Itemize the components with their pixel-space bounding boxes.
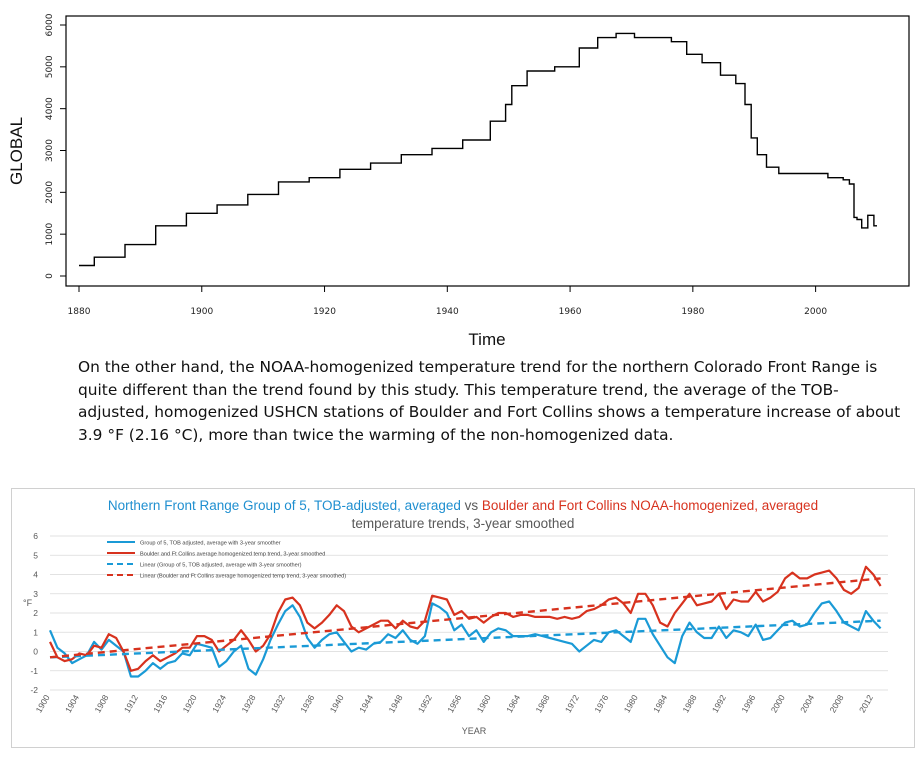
top-x-tick-label: 1980 bbox=[681, 307, 704, 317]
boulder-ft-collins-trendline bbox=[49, 577, 881, 659]
top-y-tick-label: 1000 bbox=[45, 222, 55, 245]
bottom-x-tick-label: 1940 bbox=[328, 693, 346, 715]
top-x-tick-label: 1920 bbox=[313, 307, 336, 317]
bottom-x-tick-label: 1992 bbox=[710, 693, 728, 715]
top-x-axis-label: Time bbox=[468, 330, 505, 349]
group-of-5-line bbox=[48, 600, 882, 678]
bottom-x-axis-label: YEAR bbox=[462, 726, 487, 736]
bottom-x-tick-label: 1976 bbox=[592, 693, 610, 715]
top-y-tick-label: 6000 bbox=[45, 13, 55, 36]
bottom-x-tick-label: 2000 bbox=[769, 693, 787, 715]
bottom-title-part: vs bbox=[460, 498, 482, 513]
top-y-tick-label: 4000 bbox=[45, 97, 55, 120]
legend-label: Group of 5, TOB adjusted, average with 3… bbox=[140, 541, 281, 547]
bottom-x-tick-label: 1984 bbox=[651, 693, 669, 715]
bottom-x-tick-label: 1996 bbox=[739, 693, 757, 715]
bottom-y-tick-label: 4 bbox=[33, 570, 38, 580]
bottom-legend: Group of 5, TOB adjusted, average with 3… bbox=[107, 541, 346, 580]
legend-label: Linear (Group of 5, TOB adjusted, averag… bbox=[140, 563, 302, 569]
bottom-y-tick-label: 6 bbox=[33, 531, 38, 541]
bottom-x-tick-label: 1964 bbox=[504, 693, 522, 715]
bottom-y-tick-label: 3 bbox=[33, 589, 38, 599]
bottom-chart-subtitle: temperature trends, 3-year smoothed bbox=[351, 516, 575, 531]
temperature-trend-chart: -2 -1 0 1 2 3 4 5 6 1900 1904 1908 1912 1916 1920 1924… bbox=[23, 531, 888, 736]
bottom-title-part: Northern Front Range Group of 5, TOB-adj… bbox=[107, 498, 461, 513]
bottom-x-tick-label: 1916 bbox=[151, 693, 169, 715]
bottom-y-axis: -2 -1 0 1 2 3 4 5 6 bbox=[30, 531, 38, 695]
bottom-y-tick-label: 1 bbox=[33, 627, 38, 637]
top-plot-frame bbox=[65, 15, 910, 287]
bottom-x-tick-label: 2004 bbox=[798, 693, 816, 715]
legend-label: Linear (Boulder and Ft Collins average h… bbox=[140, 574, 346, 580]
bottom-y-tick-label: 5 bbox=[33, 550, 38, 560]
bottom-x-tick-label: 1928 bbox=[239, 693, 257, 715]
bottom-title-part: Boulder and Fort Collins NOAA-homogenize… bbox=[481, 498, 819, 513]
bottom-x-tick-label: 2008 bbox=[828, 693, 846, 715]
bottom-x-tick-label: 1908 bbox=[92, 693, 110, 715]
top-y-tick-label: 5000 bbox=[45, 55, 55, 78]
top-y-axis-label: GLOBAL bbox=[7, 117, 26, 185]
bottom-chart-title: Northern Front Range Group of 5, TOB-adj… bbox=[12, 498, 914, 513]
bottom-x-axis: 1900 1904 1908 1912 1916 1920 1924 1928 1932 1936… bbox=[34, 693, 876, 715]
top-x-tick-label: 1880 bbox=[68, 307, 91, 317]
temperature-trend-chart-frame: -2 -1 0 1 2 3 4 5 6 1900 1904 1908 1912 1916 1920 1924… bbox=[11, 488, 915, 748]
bottom-x-tick-label: 1960 bbox=[475, 693, 493, 715]
bottom-x-tick-label: 1904 bbox=[63, 693, 81, 715]
bottom-x-tick-label: 1924 bbox=[210, 693, 228, 715]
bottom-series bbox=[48, 565, 882, 678]
top-y-tick-label: 0 bbox=[45, 273, 55, 279]
bottom-y-axis-label: °F bbox=[23, 598, 33, 608]
top-x-tick-label: 2000 bbox=[804, 307, 827, 317]
top-x-axis: 1880 1900 1920 1940 1960 1980 2000 bbox=[68, 286, 827, 317]
bottom-x-tick-label: 1948 bbox=[386, 693, 404, 715]
global-series-line bbox=[79, 32, 877, 267]
bottom-y-tick-label: -1 bbox=[30, 666, 38, 676]
bottom-x-tick-label: 1980 bbox=[622, 693, 640, 715]
top-y-tick-label: 2000 bbox=[45, 181, 55, 204]
top-x-tick-label: 1960 bbox=[559, 307, 582, 317]
body-paragraph: On the other hand, the NOAA-homogenized … bbox=[78, 358, 901, 444]
bottom-x-tick-label: 1972 bbox=[563, 693, 581, 715]
bottom-x-tick-label: 1900 bbox=[34, 693, 52, 715]
bottom-x-tick-label: 1952 bbox=[416, 693, 434, 715]
bottom-y-tick-label: -2 bbox=[30, 685, 38, 695]
bottom-x-tick-label: 1936 bbox=[298, 693, 316, 715]
bottom-x-tick-label: 1932 bbox=[269, 693, 287, 715]
bottom-x-tick-label: 1956 bbox=[445, 693, 463, 715]
global-station-count-chart: 0 1000 2000 3000 4000 5000 6000 1880 1900 1920 19… bbox=[7, 13, 910, 349]
bottom-gridlines bbox=[50, 535, 888, 691]
top-x-tick-label: 1900 bbox=[190, 307, 213, 317]
bottom-x-tick-label: 1988 bbox=[680, 693, 698, 715]
bottom-x-tick-label: 1944 bbox=[357, 693, 375, 715]
legend-label: Boulder and Ft Collins average homogeniz… bbox=[140, 552, 325, 558]
boulder-ft-collins-line bbox=[49, 565, 882, 672]
bottom-x-tick-label: 2012 bbox=[857, 693, 875, 715]
top-y-tick-label: 3000 bbox=[45, 139, 55, 162]
bottom-x-tick-label: 1920 bbox=[181, 693, 199, 715]
bottom-x-tick-label: 1968 bbox=[533, 693, 551, 715]
bottom-y-tick-label: 0 bbox=[33, 647, 38, 657]
top-y-axis: 0 1000 2000 3000 4000 5000 6000 bbox=[45, 13, 66, 279]
top-x-tick-label: 1940 bbox=[436, 307, 459, 317]
bottom-y-tick-label: 2 bbox=[33, 608, 38, 618]
bottom-x-tick-label: 1912 bbox=[122, 693, 140, 715]
group-of-5-trendline bbox=[49, 619, 881, 659]
